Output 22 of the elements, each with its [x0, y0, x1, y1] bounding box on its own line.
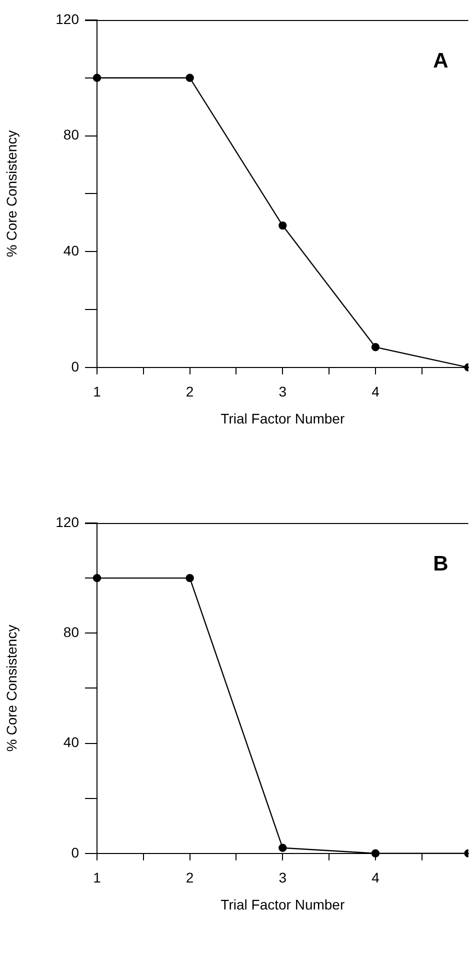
x-tick-label: 3: [278, 384, 287, 400]
y-tick-label: 0: [71, 358, 80, 374]
y-tick-label: 0: [71, 844, 80, 860]
y-tick-label: 40: [63, 734, 80, 750]
x-tick-label: 4: [372, 870, 380, 886]
y-tick-label: 120: [56, 10, 80, 27]
x-tick-label: 2: [186, 870, 194, 886]
y-tick-label: 120: [56, 514, 80, 530]
y-axis-title: % Core Consistency: [3, 624, 20, 752]
x-tick-label: 4: [372, 384, 380, 400]
y-tick-label: 40: [63, 242, 80, 258]
text: B: [433, 552, 448, 576]
y-tick-label: 80: [63, 624, 80, 640]
y-axis-title: % Core Consistency: [3, 130, 20, 258]
x-axis-title: Trial Factor Number: [220, 410, 345, 426]
x-tick-label: 2: [186, 384, 194, 400]
x-tick-label: 1: [93, 384, 102, 400]
x-tick-label: 1: [93, 870, 102, 886]
text: A: [433, 49, 448, 72]
x-axis-title: Trial Factor Number: [220, 896, 345, 912]
y-tick-label: 80: [63, 126, 80, 143]
x-tick-label: 3: [278, 870, 287, 886]
